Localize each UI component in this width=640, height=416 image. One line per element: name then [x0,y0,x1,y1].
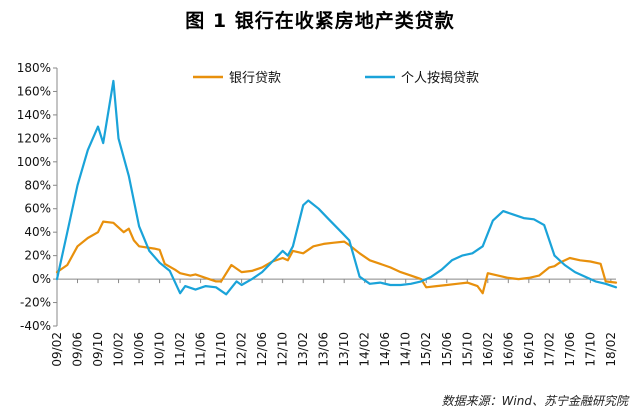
y-tick-label: 0% [32,272,51,286]
x-tick-label: 17/06 [563,332,577,367]
x-tick-label: 10/02 [112,332,126,367]
legend-label-1: 个人按揭贷款 [401,71,479,86]
x-tick-label: 16/06 [501,332,515,367]
y-tick-label: 160% [17,84,51,98]
x-tick-label: 17/10 [583,332,597,367]
x-tick-label: 17/02 [542,332,556,367]
x-tick-label: 12/06 [255,332,269,367]
x-tick-label: 15/02 [419,332,433,367]
y-tick-label: 140% [17,108,51,122]
y-tick-label: 60% [24,202,51,216]
x-tick-label: 16/10 [522,332,536,367]
y-axis: -40% -20% 0% 20% 40% 60% 80% 100% 120% 140% 160% 18… [17,61,58,333]
x-axis: 09/02 09/06 09/10 10/02 10/06 10/10 11/02 11/06… [50,278,618,367]
source-note: 数据来源：Wind、苏宁金融研究院 [441,394,628,408]
x-tick-label: 10/06 [132,332,146,367]
y-tick-label: 100% [17,155,51,169]
x-tick-label: 14/02 [358,332,372,367]
chart-title: 图 1 银行在收紧房地产类贷款 [185,10,455,32]
x-tick-label: 15/06 [440,332,454,367]
x-tick-label: 11/10 [214,332,228,367]
x-tick-label: 18/02 [604,332,618,367]
legend-label-0: 银行贷款 [229,71,281,86]
legend: 银行贷款 个人按揭贷款 [193,71,479,86]
y-tick-label: 40% [24,225,51,239]
x-tick-label: 15/10 [460,332,474,367]
x-tick-label: 13/02 [296,332,310,367]
series-lines [55,79,618,296]
x-tick-label: 13/06 [317,332,331,367]
y-tick-label: 180% [17,61,51,75]
x-tick-label: 11/06 [194,332,208,367]
y-tick-label: -40% [20,319,51,333]
x-tick-label: 12/02 [235,332,249,367]
x-tick-label: 13/10 [337,332,351,367]
y-tick-label: -20% [20,296,51,310]
series-line-1 [55,79,618,296]
x-tick-label: 14/10 [399,332,413,367]
y-tick-label: 80% [24,178,51,192]
y-tick-label: 120% [17,131,51,145]
y-tick-label: 20% [24,249,51,263]
x-tick-label: 09/06 [71,332,85,367]
x-tick-label: 16/02 [481,332,495,367]
x-tick-label: 09/10 [91,332,105,367]
x-tick-label: 10/10 [153,332,167,367]
x-tick-label: 09/02 [50,332,64,367]
x-tick-label: 14/06 [378,332,392,367]
x-tick-label: 12/10 [276,332,290,367]
x-tick-label: 11/02 [173,332,187,367]
